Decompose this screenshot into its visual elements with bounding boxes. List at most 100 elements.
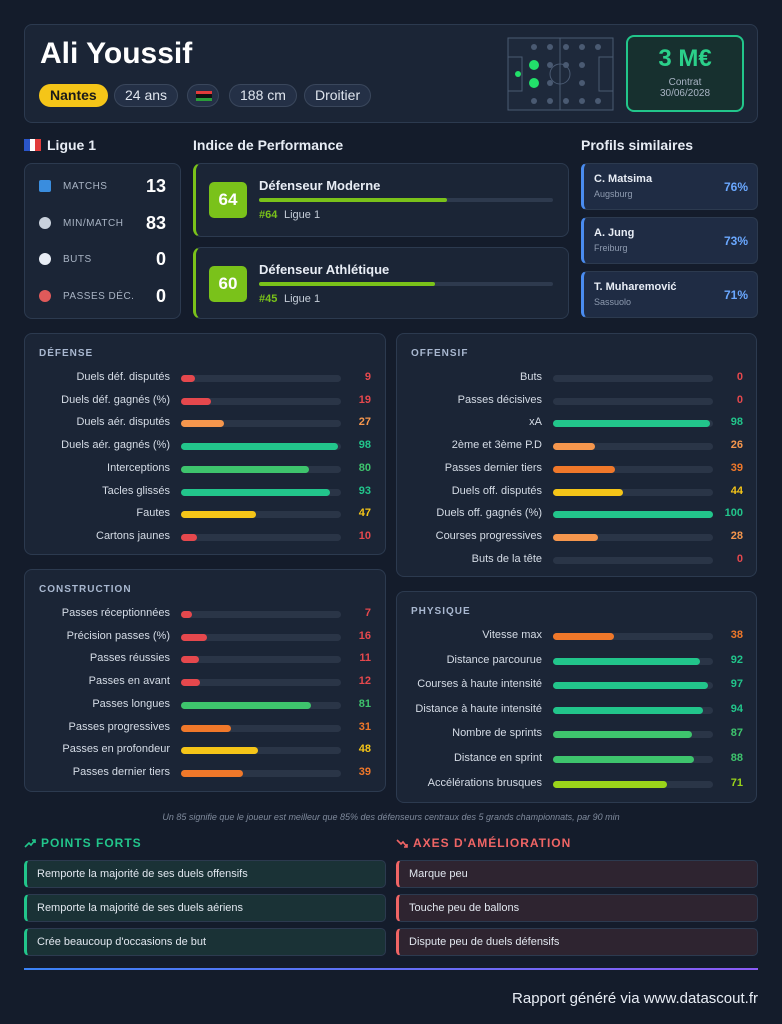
strength-item: Remporte la majorité de ses duels aérien…: [24, 894, 386, 922]
stat-track: [181, 679, 341, 687]
stats-card: MATCHS 13 MIN/MATCH 83 BUTS 0 PASSES DÉC. 0: [24, 163, 181, 319]
stat-row-label: Distance parcourue: [446, 653, 542, 666]
section-card: CONSTRUCTION Passes réceptionnées 7 Précisi…: [24, 569, 386, 792]
stat-track: [181, 443, 341, 451]
trend-up-icon: [24, 839, 36, 848]
stat-bar: [181, 769, 244, 777]
stat-value: 80: [358, 461, 371, 474]
stat-value: 0: [736, 371, 743, 383]
stat-bar: [181, 701, 311, 709]
item-text: Dispute peu de duels défensifs: [409, 936, 560, 948]
stat-value: 38: [730, 629, 743, 641]
foot-tag: Droitier: [304, 84, 372, 107]
stat-value: 39: [730, 461, 743, 474]
stat-track: [181, 375, 341, 382]
age-tag: 24 ans: [114, 84, 179, 107]
stat-bar: [553, 756, 694, 763]
stat-row-label: Duels off. disputés: [451, 484, 542, 497]
stat-row-label: Passes décisives: [457, 393, 542, 406]
stat-row-label: Duels déf. gagnés (%): [61, 393, 170, 406]
market-value: 3 M€: [658, 45, 712, 72]
stat-value: 26: [730, 439, 743, 452]
section-title: OFFENSIF: [411, 348, 469, 359]
stat-bar: [553, 488, 624, 496]
stat-bar: [553, 731, 693, 739]
item-text: Crée beaucoup d'occasions de but: [37, 936, 207, 948]
stat-track: [553, 633, 713, 640]
stat-bar: [553, 465, 616, 473]
stat-bar: [553, 533, 598, 541]
height-tag: 188 cm: [229, 84, 297, 107]
stat-row-label: Passes longues: [92, 697, 170, 710]
stat-track: [553, 511, 713, 519]
stat-track: [181, 488, 341, 496]
stat-value: 0: [155, 285, 166, 306]
stat-track: [553, 756, 713, 763]
stat-icon: [39, 289, 51, 302]
weaknesse-item: Dispute peu de duels défensifs: [396, 928, 758, 956]
stat-value: 92: [730, 653, 743, 666]
stat-bar: [553, 443, 595, 451]
performance-track: [259, 282, 553, 286]
performance-bar: [259, 198, 448, 202]
performance-name: Défenseur Moderne: [259, 178, 381, 193]
stat-track: [181, 420, 341, 428]
item-text: Remporte la majorité de ses duels aérien…: [37, 902, 244, 914]
stat-track: [553, 488, 713, 496]
stat-row-label: Duels off. gagnés (%): [436, 507, 542, 520]
stat-row-label: Vitesse max: [482, 629, 542, 641]
stat-row-label: Accélérations brusques: [427, 776, 542, 789]
stat-track: [181, 633, 341, 641]
trend-down-icon: [396, 839, 408, 848]
similar-club: Augsburg: [594, 189, 633, 199]
stat-bar: [181, 443, 338, 451]
stat-row-label: Passes réceptionnées: [61, 607, 170, 619]
similar-name: C. Matsima: [594, 173, 653, 185]
contract-date: 30/06/2028: [659, 88, 711, 99]
stat-track: [553, 657, 713, 665]
stat-row-label: Passes dernier tiers: [444, 461, 542, 474]
player-name: Ali Youssif: [40, 37, 193, 70]
contract-label: Contrat: [668, 77, 702, 88]
stat-row-label: Distance à haute intensité: [415, 702, 542, 715]
stat-bar: [181, 611, 193, 618]
section-card: OFFENSIF Buts 0 Passes décisives 0 xA 98 2ème e…: [396, 333, 757, 577]
weaknesse-item: Marque peu: [396, 860, 758, 888]
stat-bar: [553, 633, 614, 640]
similar-score: 73%: [723, 234, 748, 248]
stat-value: 88: [730, 752, 743, 764]
section-card: DÉFENSE Duels déf. disputés 9 Duels déf. ga…: [24, 333, 386, 555]
stat-value: 0: [736, 552, 743, 565]
stat-track: [553, 706, 713, 714]
stat-icon: [39, 180, 51, 192]
stat-row-label: Distance en sprint: [453, 752, 542, 764]
stat-bar: [553, 511, 713, 519]
stat-bar: [181, 420, 225, 428]
stat-row-label: Précision passes (%): [66, 629, 170, 642]
league-name: Ligue 1: [47, 137, 97, 153]
similar-card: T. Muharemović Sassuolo 71%: [581, 271, 758, 318]
stat-value: 12: [358, 675, 371, 688]
stat-value: 9: [364, 371, 371, 383]
header-card: Ali Youssif Nantes 24 ans 188 cm Droitie…: [24, 24, 758, 123]
stat-bar: [181, 656, 199, 664]
stat-value: 81: [358, 697, 371, 710]
stat-row-label: Courses à haute intensité: [417, 678, 542, 691]
stat-value: 100: [724, 507, 743, 520]
stat-bar: [181, 533, 197, 541]
france-flag: [24, 139, 41, 151]
performance-score: 64: [209, 182, 247, 218]
similar-score: 76%: [723, 180, 748, 194]
stat-value: 0: [155, 249, 166, 269]
stat-track: [181, 465, 341, 473]
stat-row-label: Passes progressives: [68, 720, 171, 733]
performance-league: Ligue 1: [284, 209, 321, 221]
footer: Rapport généré via www.datascout.fr: [512, 990, 758, 1007]
stat-row-label: Nombre de sprints: [452, 727, 542, 740]
stat-bar: [181, 633, 207, 641]
similar-title: Profils similaires: [581, 137, 694, 153]
similar-score: 71%: [723, 288, 748, 302]
stat-value: 98: [730, 416, 743, 429]
stat-value: 87: [730, 727, 743, 740]
similar-card: C. Matsima Augsburg 76%: [581, 163, 758, 210]
